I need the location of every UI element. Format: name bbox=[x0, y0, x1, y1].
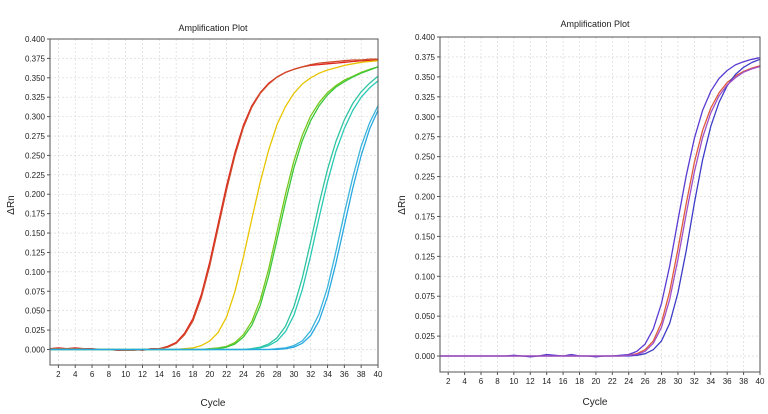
chart-title: Amplification Plot bbox=[560, 19, 630, 29]
plot-frame bbox=[49, 38, 379, 366]
x-tick-label: 34 bbox=[323, 370, 332, 379]
y-tick-label: 0.325 bbox=[25, 93, 46, 102]
x-tick-label: 16 bbox=[172, 370, 181, 379]
chart-right: Amplification Plot Cycle ΔRn 0.0000.0250… bbox=[397, 19, 765, 408]
x-tick-label: 26 bbox=[256, 370, 265, 379]
x-tick-label: 12 bbox=[526, 377, 535, 386]
x-tick-label: 34 bbox=[706, 377, 715, 386]
y-tick-label: 0.075 bbox=[415, 292, 436, 301]
x-tick-label: 8 bbox=[495, 377, 500, 386]
x-tick-label: 38 bbox=[739, 377, 748, 386]
y-ticks: 0.000 0.025 0.050 0.075 0.100 0.125 0.150 0.175… bbox=[415, 33, 440, 361]
x-tick-label: 24 bbox=[239, 370, 248, 379]
y-tick-label: 0.100 bbox=[415, 272, 436, 281]
x-tick-label: 22 bbox=[608, 377, 617, 386]
x-tick-label: 26 bbox=[641, 377, 650, 386]
x-tick-label: 20 bbox=[205, 370, 214, 379]
x-tick-label: 40 bbox=[374, 370, 383, 379]
y-tick-label: 0.225 bbox=[25, 171, 46, 180]
x-tick-label: 2 bbox=[446, 377, 451, 386]
x-tick-label: 38 bbox=[357, 370, 366, 379]
y-tick-label: 0.325 bbox=[415, 93, 436, 102]
y-tick-label: 0.350 bbox=[415, 73, 436, 82]
x-tick-label: 24 bbox=[624, 377, 633, 386]
y-tick-label: 0.000 bbox=[415, 352, 436, 361]
y-tick-label: 0.250 bbox=[415, 153, 436, 162]
chart-title: Amplification Plot bbox=[178, 23, 248, 33]
y-tick-label: 0.275 bbox=[415, 133, 436, 142]
series-lines bbox=[439, 57, 761, 358]
y-tick-label: 0.300 bbox=[25, 113, 46, 122]
y-tick-label: 0.050 bbox=[25, 307, 46, 316]
chart-left: Amplification Plot Cycle ΔRn 0.0000.0250… bbox=[6, 23, 383, 409]
y-tick-label: 0.200 bbox=[25, 190, 46, 199]
y-tick-label: 0.175 bbox=[25, 210, 46, 219]
x-tick-label: 28 bbox=[273, 370, 282, 379]
x-tick-label: 30 bbox=[673, 377, 682, 386]
x-tick-label: 18 bbox=[189, 370, 198, 379]
y-tick-label: 0.025 bbox=[415, 332, 436, 341]
y-tick-label: 0.150 bbox=[415, 232, 436, 241]
series-line-9 bbox=[49, 109, 379, 351]
series-lines bbox=[49, 58, 379, 351]
y-tick-label: 0.125 bbox=[25, 248, 46, 257]
x-tick-label: 4 bbox=[73, 370, 78, 379]
y-axis-label: ΔRn bbox=[397, 195, 408, 214]
y-axis-label: ΔRn bbox=[6, 195, 17, 214]
x-tick-label: 16 bbox=[559, 377, 568, 386]
x-tick-label: 2 bbox=[56, 370, 61, 379]
y-tick-label: 0.400 bbox=[25, 35, 46, 44]
y-tick-label: 0.200 bbox=[415, 193, 436, 202]
x-tick-label: 32 bbox=[306, 370, 315, 379]
x-tick-label: 36 bbox=[340, 370, 349, 379]
y-tick-label: 0.275 bbox=[25, 132, 46, 141]
series-line-4 bbox=[439, 65, 761, 357]
y-tick-label: 0.125 bbox=[415, 252, 436, 261]
x-tick-label: 14 bbox=[542, 377, 551, 386]
x-tick-label: 22 bbox=[222, 370, 231, 379]
x-axis-label: Cycle bbox=[200, 398, 225, 409]
y-tick-label: 0.025 bbox=[25, 326, 46, 335]
x-tick-label: 30 bbox=[289, 370, 298, 379]
y-tick-label: 0.150 bbox=[25, 229, 46, 238]
x-axis-label: Cycle bbox=[582, 397, 607, 408]
y-ticks: 0.000 0.025 0.050 0.075 0.100 0.125 0.150 0.175… bbox=[25, 35, 50, 354]
y-tick-label: 0.050 bbox=[415, 312, 436, 321]
x-tick-label: 10 bbox=[509, 377, 518, 386]
x-tick-label: 8 bbox=[107, 370, 112, 379]
y-tick-label: 0.400 bbox=[415, 33, 436, 42]
y-tick-label: 0.300 bbox=[415, 113, 436, 122]
x-tick-label: 40 bbox=[756, 377, 765, 386]
y-tick-label: 0.250 bbox=[25, 151, 46, 160]
x-tick-label: 14 bbox=[155, 370, 164, 379]
x-tick-label: 28 bbox=[657, 377, 666, 386]
x-tick-label: 12 bbox=[138, 370, 147, 379]
y-tick-label: 0.100 bbox=[25, 268, 46, 277]
x-tick-label: 10 bbox=[121, 370, 130, 379]
x-tick-label: 36 bbox=[723, 377, 732, 386]
y-tick-label: 0.075 bbox=[25, 287, 46, 296]
x-tick-label: 32 bbox=[690, 377, 699, 386]
x-ticks: 2 4 6 8 10 12 14 16 18 20 22 24 26 28 30 32 34 36 38 40 bbox=[56, 365, 383, 379]
x-tick-label: 20 bbox=[591, 377, 600, 386]
y-tick-label: 0.350 bbox=[25, 74, 46, 83]
y-tick-label: 0.000 bbox=[25, 345, 46, 354]
y-tick-label: 0.225 bbox=[415, 173, 436, 182]
x-tick-label: 6 bbox=[479, 377, 484, 386]
x-tick-label: 6 bbox=[90, 370, 95, 379]
x-tick-label: 18 bbox=[575, 377, 584, 386]
x-tick-label: 4 bbox=[462, 377, 467, 386]
y-tick-label: 0.375 bbox=[415, 53, 436, 62]
plot-frame bbox=[439, 36, 761, 373]
y-tick-label: 0.175 bbox=[415, 212, 436, 221]
y-tick-label: 0.375 bbox=[25, 54, 46, 63]
